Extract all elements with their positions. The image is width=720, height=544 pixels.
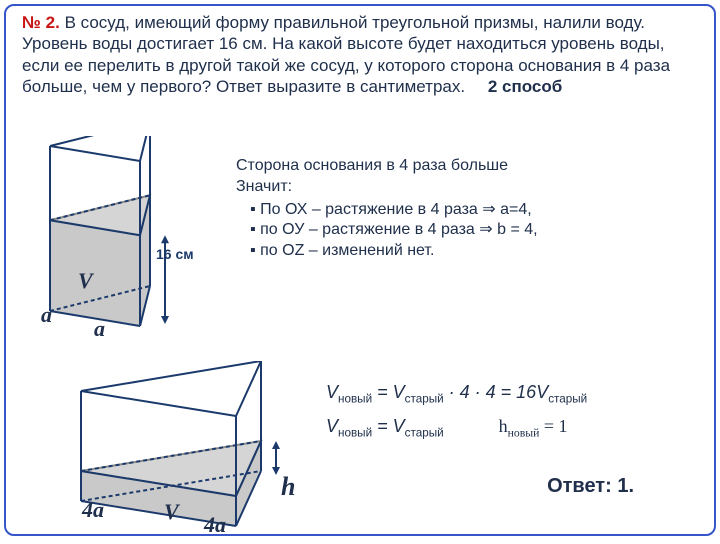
calculations: Vновый = Vстарый · 4 · 4 = 16Vстарый Vно… — [326, 376, 698, 443]
label-a2: a — [94, 316, 105, 342]
problem-body: В сосуд, имеющий форму правильной треуго… — [22, 13, 670, 96]
reason-bullet-3: по OZ – изменений нет. — [250, 241, 698, 262]
reason-bullet-1: По ОХ – растяжение в 4 раза ⇒ a=4, — [250, 200, 698, 221]
label-4a1: 4a — [82, 497, 104, 523]
label-4a2: 4a — [204, 512, 226, 538]
calc-row-2: Vновый = Vстарый hновый = 1 — [326, 410, 698, 444]
label-a1: a — [41, 302, 52, 328]
problem-text: № 2. В сосуд, имеющий форму правильной т… — [22, 12, 698, 97]
answer: Ответ: 1. — [547, 475, 634, 498]
reason-bullet-2: по ОУ – растяжение в 4 раза ⇒ b = 4, — [250, 220, 698, 241]
calc-row-1: Vновый = Vстарый · 4 · 4 = 16Vстарый — [326, 376, 698, 410]
reason-line2: Значит: — [236, 177, 698, 198]
label-h: h — [281, 472, 295, 502]
reason-line1: Сторона основания в 4 раза больше — [236, 156, 698, 177]
problem-method: 2 способ — [488, 77, 562, 96]
label-V-small: V — [78, 268, 93, 294]
height-16cm-label: 16 см — [156, 246, 194, 262]
label-V-large: V — [164, 499, 179, 525]
reasoning-block: Сторона основания в 4 раза больше Значит… — [236, 156, 698, 262]
problem-number: № 2. — [22, 13, 60, 32]
small-prism-diagram — [30, 136, 220, 336]
